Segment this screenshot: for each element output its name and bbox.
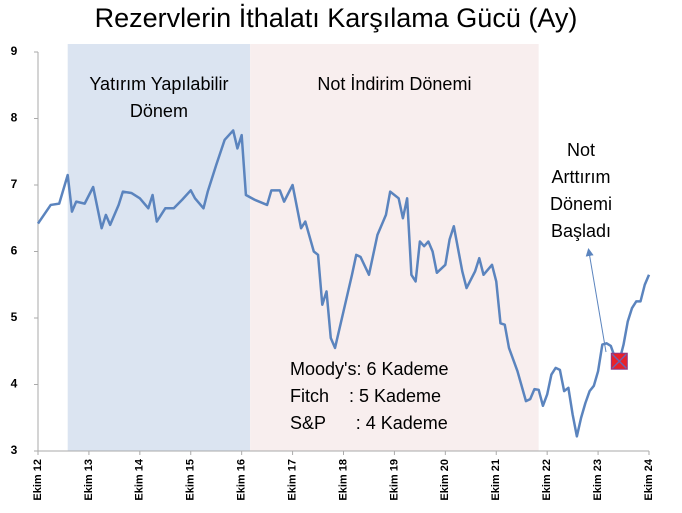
x-tick-label: Ekim 12 <box>32 459 44 501</box>
x-tick-label: Ekim 21 <box>490 459 502 501</box>
x-tick-label: Ekim 14 <box>134 458 146 500</box>
highlight-cross <box>611 353 627 369</box>
y-tick-label: 6 <box>11 244 18 258</box>
x-tick-label: Ekim 15 <box>185 459 197 501</box>
chart-title: Rezervlerin İthalatı Karşılama Gücü (Ay) <box>95 2 578 33</box>
shaded-region <box>67 44 251 451</box>
data-line <box>36 129 651 438</box>
region-label: Dönem <box>130 101 188 121</box>
rating-text: S&P : 4 Kademe <box>290 413 448 433</box>
annotation-label: Not <box>567 140 595 160</box>
x-tick-label: Ekim 16 <box>236 459 248 501</box>
y-tick-label: 4 <box>11 377 18 391</box>
x-tick-label: Ekim 22 <box>541 459 553 501</box>
annotation-label: Dönemi <box>550 194 612 214</box>
y-tick-label: 8 <box>11 111 18 125</box>
x-tick-label: Ekim 23 <box>592 459 604 501</box>
shaded-region <box>250 44 539 451</box>
y-tick-label: 7 <box>11 177 18 191</box>
rating-text: Fitch : 5 Kademe <box>290 386 441 406</box>
x-tick-label: Ekim 17 <box>286 459 298 501</box>
region-label: Not İndirim Dönemi <box>317 74 471 94</box>
x-tick-label: Ekim 20 <box>439 459 451 501</box>
y-tick-label: 9 <box>11 44 18 58</box>
x-tick-label: Ekim 24 <box>643 458 655 500</box>
annotation-arrow <box>585 248 607 353</box>
y-tick-label: 3 <box>11 443 18 457</box>
rating-text: Moody's: 6 Kademe <box>290 359 449 379</box>
x-tick-label: Ekim 13 <box>83 459 95 501</box>
x-tick-label: Ekim 18 <box>337 459 349 501</box>
x-tick-label: Ekim 19 <box>388 459 400 501</box>
region-label: Yatırım Yapılabilir <box>89 74 228 94</box>
annotation-label: Arttırım <box>552 167 611 187</box>
y-tick-label: 5 <box>11 310 18 324</box>
annotation-label: Başladı <box>551 221 611 241</box>
